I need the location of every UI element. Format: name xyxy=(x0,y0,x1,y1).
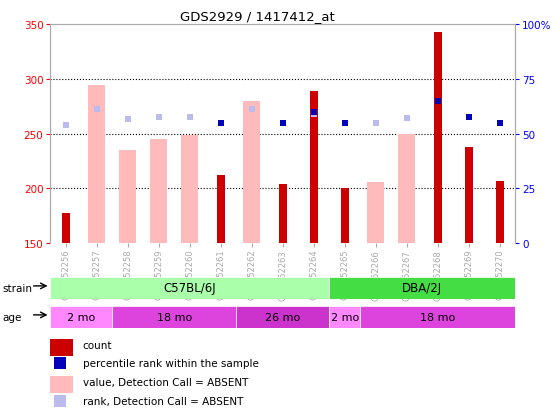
Text: age: age xyxy=(3,312,22,322)
Point xyxy=(464,114,473,121)
Point xyxy=(464,114,473,121)
Point xyxy=(402,116,411,122)
Point xyxy=(123,117,132,123)
Bar xyxy=(113,306,236,328)
Text: rank, Detection Call = ABSENT: rank, Detection Call = ABSENT xyxy=(83,396,243,406)
Point xyxy=(371,120,380,127)
Point xyxy=(278,120,287,127)
Bar xyxy=(367,183,384,244)
Point xyxy=(216,120,225,127)
Point xyxy=(309,109,318,116)
Text: strain: strain xyxy=(3,283,33,293)
Bar xyxy=(341,189,349,244)
Bar xyxy=(360,306,515,328)
Bar xyxy=(236,306,329,328)
Bar xyxy=(50,376,72,393)
Bar xyxy=(50,339,72,356)
Point xyxy=(216,120,225,127)
Text: 2 mo: 2 mo xyxy=(67,312,96,322)
Text: C57BL/6J: C57BL/6J xyxy=(164,282,216,294)
Text: 2 mo: 2 mo xyxy=(330,312,359,322)
Bar xyxy=(434,33,442,244)
Text: GDS2929 / 1417412_at: GDS2929 / 1417412_at xyxy=(180,10,335,23)
Point xyxy=(62,122,71,129)
Point xyxy=(248,107,256,114)
Bar xyxy=(50,306,113,328)
Bar xyxy=(217,176,225,244)
Bar xyxy=(310,92,318,244)
Point xyxy=(340,120,349,127)
Point xyxy=(278,120,287,127)
Bar xyxy=(465,147,473,244)
Bar xyxy=(279,185,287,244)
Text: 18 mo: 18 mo xyxy=(420,312,455,322)
Bar xyxy=(119,151,137,244)
Text: 18 mo: 18 mo xyxy=(157,312,192,322)
Point xyxy=(340,120,349,127)
Bar xyxy=(54,357,67,369)
Bar xyxy=(243,102,260,244)
Text: percentile rank within the sample: percentile rank within the sample xyxy=(83,358,259,368)
Bar xyxy=(54,395,67,407)
Bar xyxy=(398,134,416,244)
Bar xyxy=(496,181,503,244)
Bar xyxy=(62,213,70,244)
Bar xyxy=(50,277,329,299)
Bar xyxy=(150,140,167,244)
Point xyxy=(433,98,442,105)
Point xyxy=(309,111,318,118)
Text: count: count xyxy=(83,341,112,351)
Point xyxy=(433,98,442,105)
Point xyxy=(495,120,504,127)
Bar xyxy=(181,135,198,244)
Point xyxy=(155,114,164,121)
Point xyxy=(185,114,194,121)
Point xyxy=(495,120,504,127)
Text: DBA/2J: DBA/2J xyxy=(402,282,442,294)
Text: value, Detection Call = ABSENT: value, Detection Call = ABSENT xyxy=(83,377,248,387)
Text: 26 mo: 26 mo xyxy=(265,312,300,322)
Bar xyxy=(329,277,515,299)
Bar xyxy=(88,86,105,244)
Bar xyxy=(329,306,360,328)
Point xyxy=(92,107,101,114)
